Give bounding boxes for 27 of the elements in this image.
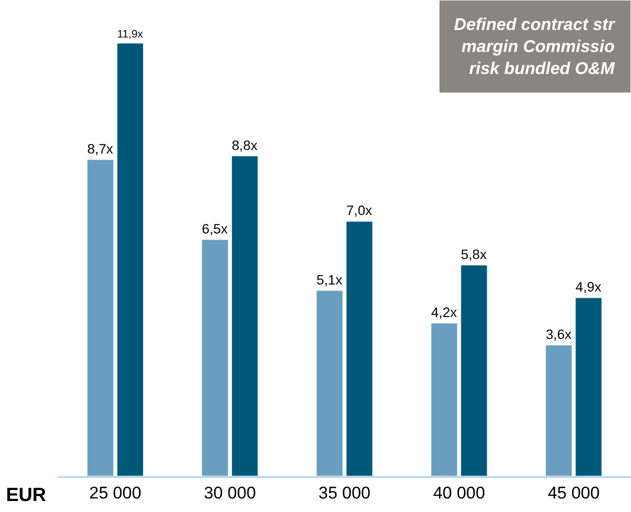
bar <box>430 323 458 476</box>
bar <box>545 344 572 476</box>
data-label: 7,0x <box>346 203 372 218</box>
bar <box>460 264 488 476</box>
x-tick-label: 40 000 <box>433 483 486 502</box>
data-label: 5,8x <box>460 246 487 262</box>
data-label: 5,1x <box>316 272 342 288</box>
annotation: Defined contract str margin Commissio risk bundled O&M <box>454 15 616 78</box>
x-tick-label: 25 000 <box>89 483 142 502</box>
bar <box>231 156 258 476</box>
bar <box>316 290 343 476</box>
data-label: 3,6x <box>546 326 572 342</box>
bar <box>346 221 373 476</box>
data-label: 4,2x <box>431 305 458 320</box>
data-label: 8,7x <box>87 141 114 156</box>
x-axis-title: EUR <box>6 485 46 506</box>
x-tick-label: 35 000 <box>318 483 370 502</box>
bar <box>116 43 144 476</box>
data-label: 8,8x <box>232 138 258 153</box>
data-label: 6,5x <box>202 221 228 236</box>
x-tick-label: 45 000 <box>548 483 600 502</box>
bar <box>575 298 602 476</box>
data-label: 4,9x <box>576 280 602 295</box>
bar <box>202 239 228 476</box>
data-label: 11,9x <box>117 28 144 41</box>
bar <box>87 159 114 476</box>
x-tick-label: 30 000 <box>204 483 256 502</box>
